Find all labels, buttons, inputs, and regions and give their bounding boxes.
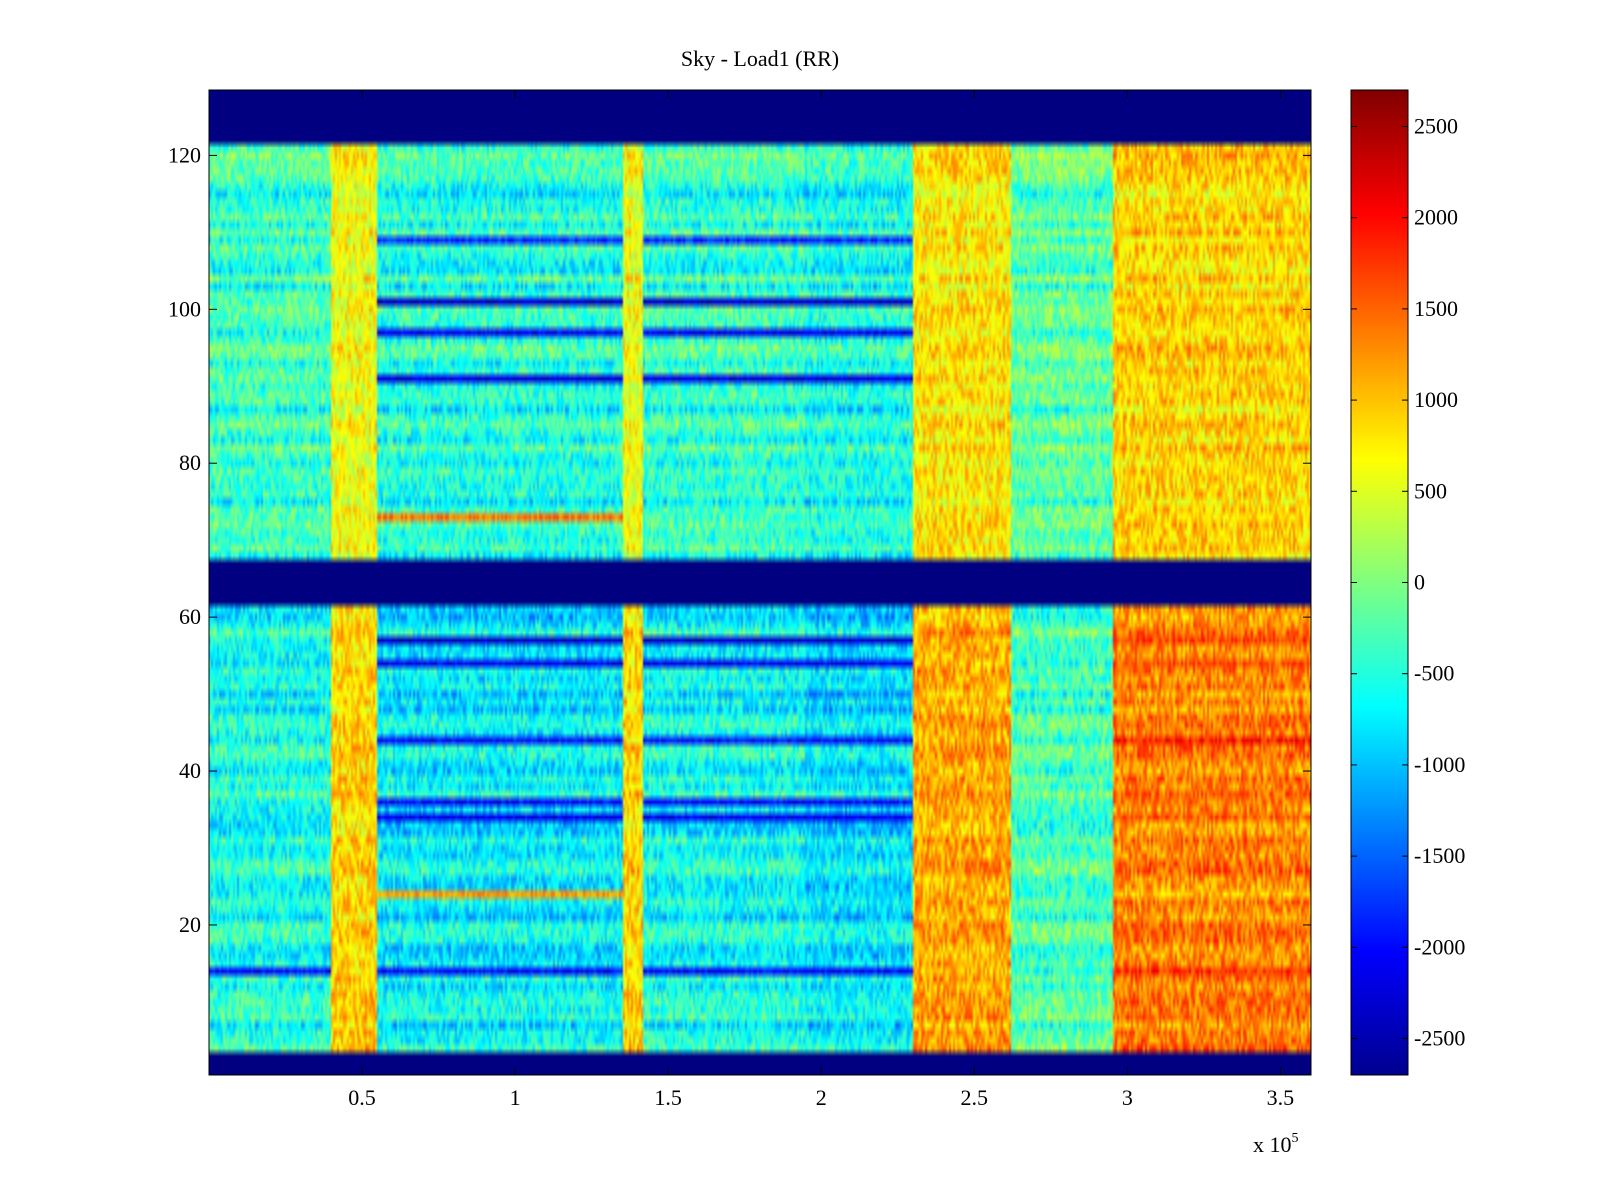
colorbar-tick-label: 1000	[1414, 387, 1458, 412]
y-tick-label: 120	[168, 142, 201, 167]
heatmap-image	[209, 90, 1311, 1075]
plot-area: 0.5 1 1.5 2 2.5 3 3.5 20 40 60 80 100 120 x 105	[168, 89, 1312, 1157]
colorbar: 2500 2000 1500 1000 500 0 -500 -1000 -1500 -2000 -…	[1350, 89, 1465, 1076]
plot-border	[208, 89, 1312, 1076]
y-tick-label: 60	[179, 604, 201, 629]
colorbar-tick-label: -1500	[1414, 843, 1465, 868]
y-tick-label: 100	[168, 296, 201, 321]
x-tick-label: 3.5	[1267, 1085, 1295, 1110]
y-tick-label: 80	[179, 450, 201, 475]
x-tick-label: 2.5	[961, 1085, 989, 1110]
colorbar-tick-label: 1500	[1414, 296, 1458, 321]
colorbar-tick-label: 2000	[1414, 205, 1458, 230]
colorbar-tick-label: 2500	[1414, 113, 1458, 138]
colorbar-tick-label: -2500	[1414, 1026, 1465, 1051]
x-tick-label: 2	[816, 1085, 827, 1110]
x-tick-label: 1.5	[654, 1085, 682, 1110]
chart-title: Sky - Load1 (RR)	[681, 46, 839, 71]
x-axis-multiplier: x 105	[1253, 1131, 1299, 1157]
x-axis-ticks: 0.5 1 1.5 2 2.5 3 3.5	[348, 90, 1294, 1110]
colorbar-ticks: 2500 2000 1500 1000 500 0 -500 -1000 -1500 -2000 -…	[1351, 113, 1465, 1051]
colorbar-tick-label: 500	[1414, 478, 1447, 503]
colorbar-tick-label: 0	[1414, 570, 1425, 595]
y-tick-label: 20	[179, 912, 201, 937]
colorbar-tick-label: -500	[1414, 661, 1454, 686]
x-tick-label: 1	[510, 1085, 521, 1110]
x-tick-label: 0.5	[348, 1085, 376, 1110]
y-tick-label: 40	[179, 758, 201, 783]
x-axis-multiplier-base: x 10	[1253, 1132, 1292, 1157]
x-tick-label: 3	[1122, 1085, 1133, 1110]
colorbar-gradient	[1350, 89, 1409, 1076]
colorbar-tick-label: -2000	[1414, 934, 1465, 959]
y-axis-ticks: 20 40 60 80 100 120	[168, 142, 1311, 937]
x-axis-multiplier-exponent: 5	[1292, 1131, 1299, 1146]
colorbar-tick-label: -1000	[1414, 752, 1465, 777]
